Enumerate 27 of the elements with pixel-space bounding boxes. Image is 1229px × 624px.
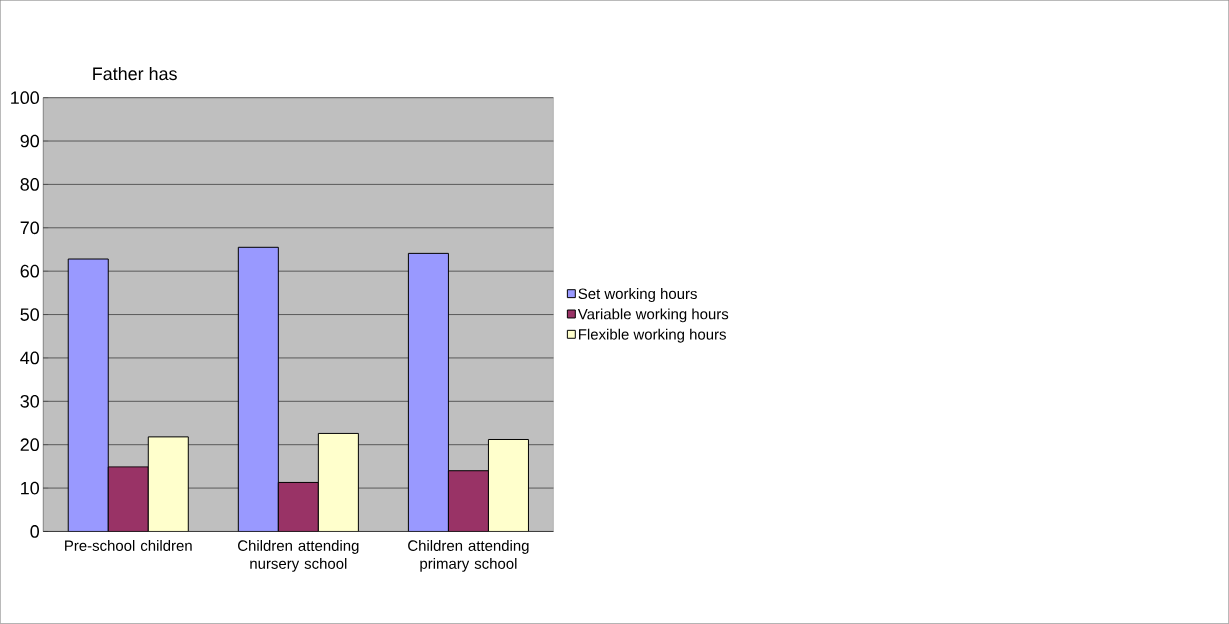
- y-tick-label: 50: [20, 308, 39, 322]
- y-tick-label: 30: [20, 395, 39, 408]
- y-tick-label: 60: [20, 264, 39, 278]
- y-tick-label: 70: [20, 221, 39, 235]
- x-tick-label: Pre-school children: [65, 540, 192, 552]
- legend-label: Flexible working hours: [579, 328, 726, 343]
- y-tick-label: 10: [21, 481, 39, 495]
- chart-title: Father has: [93, 67, 177, 81]
- y-tick-label: 0: [30, 525, 40, 538]
- bar: [447, 470, 489, 532]
- bar: [407, 253, 449, 532]
- bar: [107, 466, 149, 532]
- bar: [147, 436, 189, 532]
- x-tick-label: Children attending nursery school: [238, 540, 359, 572]
- y-tick-label: 40: [20, 351, 39, 365]
- y-tick-label: 90: [20, 134, 39, 148]
- legend-label: Variable working hours: [577, 308, 729, 323]
- bar: [317, 433, 359, 532]
- bar: [67, 258, 109, 532]
- y-tick-label: 20: [20, 438, 39, 452]
- bar: [487, 439, 529, 532]
- legend-label: Set working hours: [578, 288, 697, 303]
- y-tick-label: 100: [11, 91, 39, 105]
- bar: [237, 246, 279, 532]
- bar: [277, 482, 319, 532]
- y-tick-label: 80: [20, 178, 39, 191]
- x-tick-label: Children attending primary school: [408, 540, 529, 572]
